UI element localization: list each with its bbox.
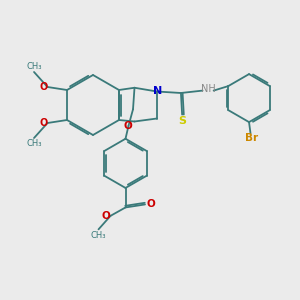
Text: S: S [178,116,186,126]
Text: O: O [40,82,48,92]
Text: O: O [123,122,132,131]
Text: N: N [153,86,163,96]
Text: CH₃: CH₃ [26,62,42,71]
Text: NH: NH [201,84,215,94]
Text: O: O [40,118,48,128]
Text: O: O [146,200,155,209]
Text: O: O [102,212,110,221]
Text: CH₃: CH₃ [91,231,106,240]
Text: Br: Br [245,133,259,143]
Text: CH₃: CH₃ [26,139,42,148]
